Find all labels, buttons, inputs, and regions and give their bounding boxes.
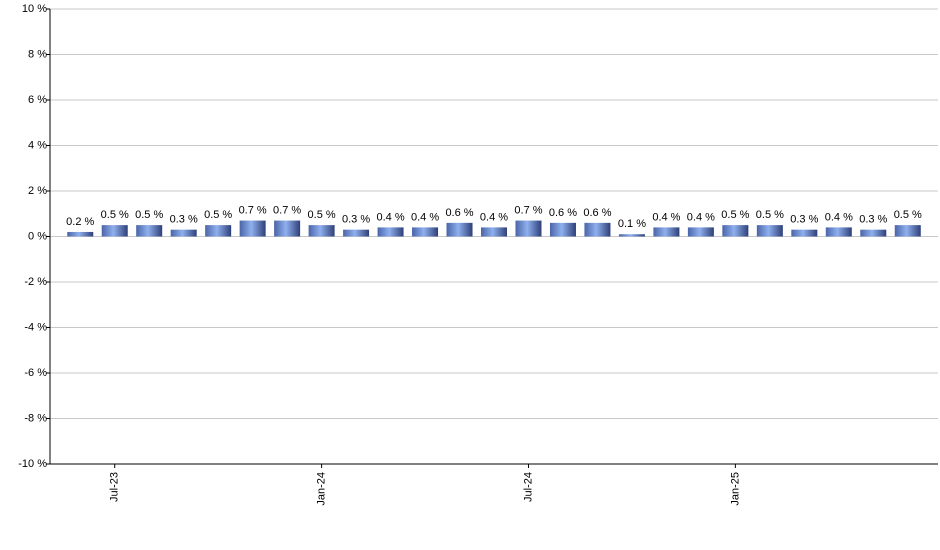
data-label: 0.1 % [618, 218, 646, 230]
y-tick-label: -4 % [24, 321, 47, 333]
bar [722, 225, 749, 237]
data-label: 0.3 % [342, 214, 370, 226]
data-label: 0.3 % [859, 214, 887, 226]
y-tick-label: 2 % [28, 185, 47, 197]
data-label: 0.4 % [825, 211, 853, 223]
bar [825, 227, 852, 237]
bar [756, 225, 783, 237]
y-tick-label: 8 % [28, 48, 47, 60]
bar [274, 220, 301, 237]
y-tick-label: 4 % [28, 139, 47, 151]
data-label: 0.4 % [687, 211, 715, 223]
data-label: 0.2 % [66, 216, 94, 228]
bar [239, 220, 266, 237]
y-tick-label: -8 % [24, 412, 47, 424]
y-tick-label: 0 % [28, 230, 47, 242]
bar [653, 227, 680, 237]
bar [584, 222, 611, 237]
y-tick-label: -6 % [24, 367, 47, 379]
data-label: 0.6 % [583, 207, 611, 219]
data-label: 0.7 % [239, 204, 267, 216]
y-tick-label: 6 % [28, 94, 47, 106]
bar [481, 227, 507, 237]
data-label: 0.5 % [204, 209, 232, 221]
y-tick-label: -2 % [24, 276, 47, 288]
bar [67, 231, 94, 237]
bar [446, 222, 473, 237]
data-label: 0.4 % [411, 211, 439, 223]
data-label: 0.3 % [170, 214, 198, 226]
bar [515, 220, 542, 237]
data-label: 0.5 % [756, 209, 784, 221]
bar [205, 225, 232, 237]
data-label: 0.7 % [514, 204, 542, 216]
data-label: 0.4 % [376, 211, 404, 223]
bar [894, 225, 921, 237]
data-label: 0.4 % [480, 211, 508, 223]
bar [549, 222, 576, 237]
data-label: 0.5 % [894, 209, 922, 221]
bar [136, 225, 163, 237]
data-label: 0.5 % [135, 209, 163, 221]
x-tick-label: Jan-24 [316, 472, 328, 506]
bar [687, 227, 714, 237]
y-tick-label: -10 % [18, 458, 47, 470]
data-label: 0.5 % [721, 209, 749, 221]
data-label: 0.7 % [273, 204, 301, 216]
bar [343, 229, 370, 237]
bar [791, 229, 818, 237]
bar [618, 234, 645, 237]
x-tick-label: Jul-23 [109, 472, 121, 502]
bar [377, 227, 404, 237]
bar [101, 225, 128, 237]
data-label: 0.3 % [790, 214, 818, 226]
y-tick-label: 10 % [22, 3, 47, 15]
x-tick-label: Jan-25 [729, 472, 741, 506]
data-label: 0.6 % [549, 207, 577, 219]
data-label: 0.5 % [101, 209, 129, 221]
data-label: 0.4 % [652, 211, 680, 223]
bar [170, 229, 197, 237]
x-tick-label: Jul-24 [522, 472, 534, 502]
bar [308, 225, 335, 237]
bar [412, 227, 439, 237]
data-label: 0.5 % [308, 209, 336, 221]
bar [860, 229, 887, 237]
data-label: 0.6 % [445, 207, 473, 219]
